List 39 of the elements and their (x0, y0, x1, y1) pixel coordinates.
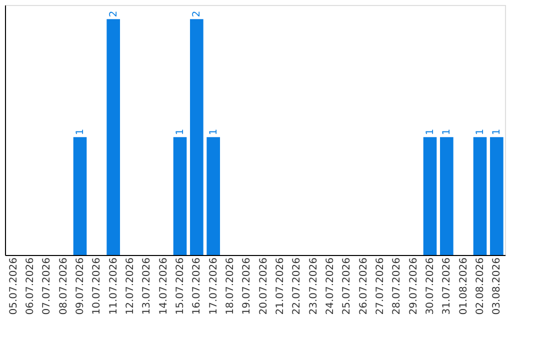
x-tick-label: 11.07.2026 (108, 258, 120, 315)
x-tick-label: 15.07.2026 (175, 258, 186, 315)
x-tick-label: 30.07.2026 (425, 258, 436, 315)
data-label: 2 (192, 10, 203, 18)
x-tick-label: 16.07.2026 (192, 258, 203, 315)
data-label: 1 (492, 128, 503, 136)
data-label: 1 (208, 128, 220, 136)
data-label: 1 (425, 128, 436, 136)
x-tick-label: 01.08.2026 (458, 258, 470, 315)
x-tick-label: 31.07.2026 (442, 258, 453, 315)
x-tick-label: 06.07.2026 (25, 258, 36, 315)
x-tick-label: 03.08.2026 (492, 258, 503, 315)
x-tick-label: 28.07.2026 (392, 258, 403, 315)
data-label: 1 (75, 128, 86, 136)
data-label: 1 (175, 128, 186, 136)
x-tick-label: 08.07.2026 (58, 258, 70, 315)
x-tick-label: 13.07.2026 (142, 258, 153, 315)
data-label: 2 (108, 10, 120, 18)
x-tick-label: 14.07.2026 (158, 258, 170, 315)
x-tick-label: 10.07.2026 (92, 258, 103, 315)
x-tick-label: 29.07.2026 (408, 258, 420, 315)
x-tick-label: 22.07.2026 (292, 258, 303, 315)
data-label: 1 (475, 128, 486, 136)
x-tick-label: 18.07.2026 (225, 258, 236, 315)
x-tick-label: 17.07.2026 (208, 258, 220, 315)
x-tick-label: 09.07.2026 (75, 258, 86, 315)
x-tick-label: 25.07.2026 (342, 258, 353, 315)
data-label: 1 (442, 128, 453, 136)
x-tick-label: 07.07.2026 (42, 258, 53, 315)
x-tick-label: 12.07.2026 (125, 258, 136, 315)
x-tick-label: 21.07.2026 (275, 258, 286, 315)
x-tick-label: 26.07.2026 (358, 258, 370, 315)
x-tick-label: 19.07.2026 (242, 258, 253, 315)
x-tick-label: 23.07.2026 (308, 258, 320, 315)
x-tick-label: 05.07.2026 (8, 258, 20, 315)
x-tick-label: 02.08.2026 (475, 258, 486, 315)
x-tick-label: 20.07.2026 (258, 258, 270, 315)
x-tick-label: 24.07.2026 (325, 258, 336, 315)
x-tick-label: 27.07.2026 (375, 258, 386, 315)
